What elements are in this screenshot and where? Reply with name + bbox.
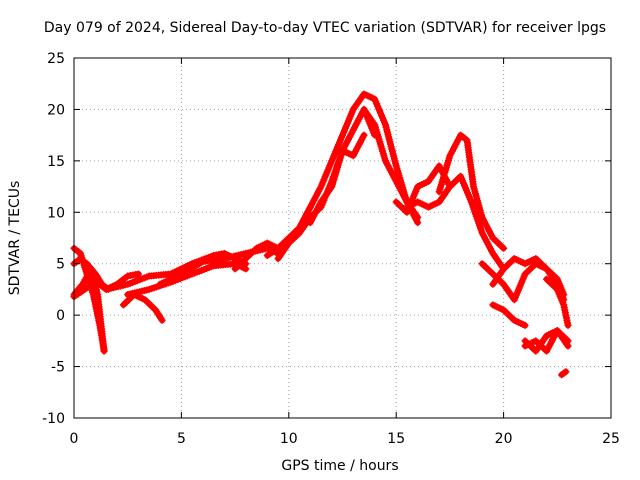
x-tick-label: 15 [387,431,405,447]
data-point [414,213,422,221]
series-sat-b [70,265,108,355]
series-sat-h [156,244,282,288]
y-axis-label: SDTVAR / TECUs [7,181,23,296]
series-sat-l [306,131,368,227]
data-point [242,265,250,273]
series-sat-v [543,275,572,329]
y-tick-label: 0 [56,308,65,324]
x-tick-label: 5 [177,431,186,447]
x-axis-label: GPS time / hours [281,458,398,474]
x-tick-label: 10 [280,431,298,447]
axis-ticks: 0 5 10 15 20 25 -10 -5 0 5 10 15 20 25 [42,51,620,447]
data-point [360,131,368,139]
series-sat-i [231,203,314,273]
series-sat-p [435,131,508,252]
grid [74,58,611,418]
series-sat-r [489,255,568,304]
y-tick-label: 15 [47,154,65,170]
series-sat-u [521,327,572,355]
y-tick-label: -5 [51,360,65,376]
series-sat-k [274,105,379,263]
data-point [564,321,572,329]
data-point [100,347,108,355]
series-sat-j [263,90,422,259]
data-point [158,316,166,324]
data-points [70,90,572,379]
x-tick-label: 25 [602,431,620,447]
data-point [521,321,529,329]
series-sat-w [558,368,570,379]
x-tick-label: 20 [495,431,513,447]
x-tick-label: 0 [70,431,79,447]
series-sat-o [403,172,508,273]
y-tick-label: 5 [56,257,65,273]
y-tick-label: -10 [42,411,65,427]
data-point [564,337,572,345]
y-tick-label: 10 [47,205,65,221]
chart-title: Day 079 of 2024, Sidereal Day-to-day VTE… [44,20,606,36]
series-sat-s [489,301,529,329]
y-tick-label: 20 [47,102,65,118]
y-tick-label: 25 [47,51,65,67]
series-trace [403,173,507,272]
data-point [562,368,570,376]
plot-frame [73,57,612,419]
data-point [134,270,142,278]
data-point [500,244,508,252]
